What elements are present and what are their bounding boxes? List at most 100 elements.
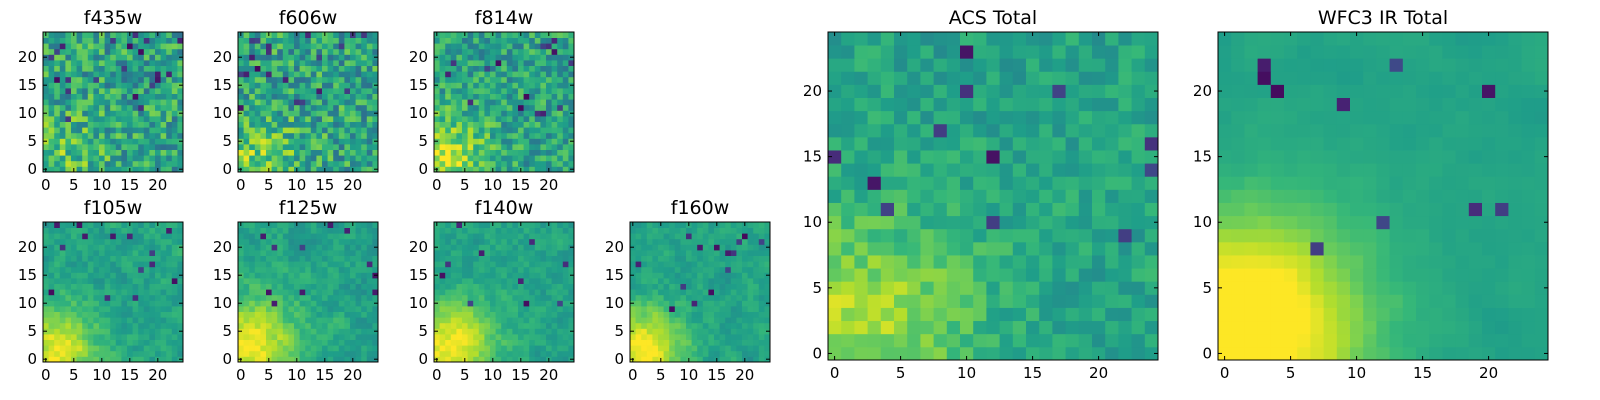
heatmap-cell xyxy=(115,132,122,139)
heatmap-cell xyxy=(641,311,648,318)
heatmap-cell xyxy=(288,82,295,89)
heatmap-cell xyxy=(344,43,351,50)
heatmap-cell xyxy=(238,266,244,273)
heatmap-cell xyxy=(299,138,306,145)
heatmap-cell xyxy=(946,281,961,295)
heatmap-cell xyxy=(104,233,111,240)
heatmap-cell xyxy=(338,48,345,55)
heatmap-cell xyxy=(338,339,345,346)
heatmap-cell xyxy=(294,350,300,357)
heatmap-cell xyxy=(127,65,133,72)
heatmap-cell xyxy=(93,149,100,156)
heatmap-cell xyxy=(110,71,117,78)
heatmap-cell xyxy=(166,155,173,162)
y-tick-label: 5 xyxy=(418,132,428,150)
heatmap-cell xyxy=(456,289,463,296)
heatmap-cell xyxy=(568,76,575,83)
heatmap-cell xyxy=(344,300,351,307)
heatmap-cell xyxy=(127,160,133,167)
heatmap-cell xyxy=(540,356,547,363)
heatmap-cell xyxy=(719,289,726,296)
heatmap-cell xyxy=(282,317,289,324)
heatmap-cell xyxy=(143,238,150,245)
heatmap-cell xyxy=(344,322,351,329)
heatmap-cell xyxy=(523,166,530,173)
heatmap-cell xyxy=(361,322,368,329)
heatmap-cell xyxy=(316,99,323,106)
heatmap-cell xyxy=(166,132,173,139)
heatmap-cell xyxy=(730,233,737,240)
heatmap-cell xyxy=(747,233,754,240)
heatmap-cell xyxy=(299,294,306,301)
heatmap-cell xyxy=(725,222,732,228)
heatmap-cell xyxy=(523,155,530,162)
heatmap-cell xyxy=(99,104,105,111)
heatmap-cell xyxy=(714,334,720,340)
heatmap-cell xyxy=(742,311,748,318)
heatmap-cell xyxy=(93,283,100,290)
heatmap-cell xyxy=(680,261,687,268)
heatmap-cell xyxy=(986,268,1000,282)
heatmap-cell xyxy=(138,278,145,284)
heatmap-cell xyxy=(48,155,55,162)
heatmap-cell xyxy=(344,345,351,352)
heatmap-cell xyxy=(71,227,77,234)
heatmap-cell xyxy=(540,317,547,324)
heatmap-cell xyxy=(282,132,289,139)
heatmap-cell xyxy=(65,334,72,340)
heatmap-cell xyxy=(540,132,547,139)
heatmap-cell xyxy=(462,255,468,262)
y-tick-label: 10 xyxy=(213,294,232,312)
heatmap-cell xyxy=(149,272,156,279)
heatmap-cell xyxy=(1118,294,1132,308)
heatmap-cell xyxy=(702,350,709,357)
heatmap-cell xyxy=(288,311,295,318)
heatmap-cell xyxy=(551,311,558,318)
heatmap-cell xyxy=(271,54,278,61)
heatmap-cell xyxy=(462,317,468,324)
heatmap-cell xyxy=(719,227,726,234)
heatmap-cell xyxy=(310,166,317,173)
heatmap-cell xyxy=(635,322,642,329)
heatmap-cell xyxy=(495,266,502,273)
heatmap-cell xyxy=(166,322,173,329)
heatmap-cell xyxy=(540,60,547,66)
heatmap-cell xyxy=(828,189,842,203)
heatmap-cell xyxy=(294,294,300,301)
heatmap-cell xyxy=(138,250,145,256)
heatmap-cell xyxy=(523,149,530,156)
heatmap-cell xyxy=(1039,228,1053,243)
heatmap-cell xyxy=(568,311,575,318)
heatmap-cell xyxy=(686,328,692,335)
heatmap-cell xyxy=(495,272,502,279)
heatmap-cell xyxy=(635,328,642,335)
heatmap-cell xyxy=(546,37,552,44)
heatmap-cell xyxy=(894,228,908,243)
heatmap-cell xyxy=(506,116,513,122)
heatmap-cell xyxy=(512,166,519,173)
heatmap-cell xyxy=(841,268,855,282)
heatmap-cell xyxy=(316,37,323,44)
heatmap-cell xyxy=(299,110,306,117)
heatmap-cell xyxy=(490,300,496,307)
heatmap-cell xyxy=(534,289,541,296)
heatmap-cell xyxy=(841,150,855,164)
heatmap-cell xyxy=(127,238,133,245)
heatmap-cell xyxy=(355,160,362,167)
heatmap-cell xyxy=(71,255,77,262)
heatmap-cell xyxy=(54,328,61,335)
heatmap-cell xyxy=(43,48,49,55)
heatmap-cell xyxy=(338,278,345,284)
heatmap-cell xyxy=(641,272,648,279)
heatmap-cell xyxy=(523,54,530,61)
heatmap-cell xyxy=(138,82,145,89)
heatmap-cell xyxy=(946,163,961,177)
heatmap-cell xyxy=(177,48,184,55)
heatmap-cell xyxy=(518,350,524,357)
heatmap-cell xyxy=(512,300,519,307)
heatmap-cell xyxy=(99,261,105,268)
heatmap-cell xyxy=(338,82,345,89)
heatmap-cell xyxy=(551,278,558,284)
heatmap-cell xyxy=(355,60,362,66)
heatmap-cell xyxy=(450,149,457,156)
